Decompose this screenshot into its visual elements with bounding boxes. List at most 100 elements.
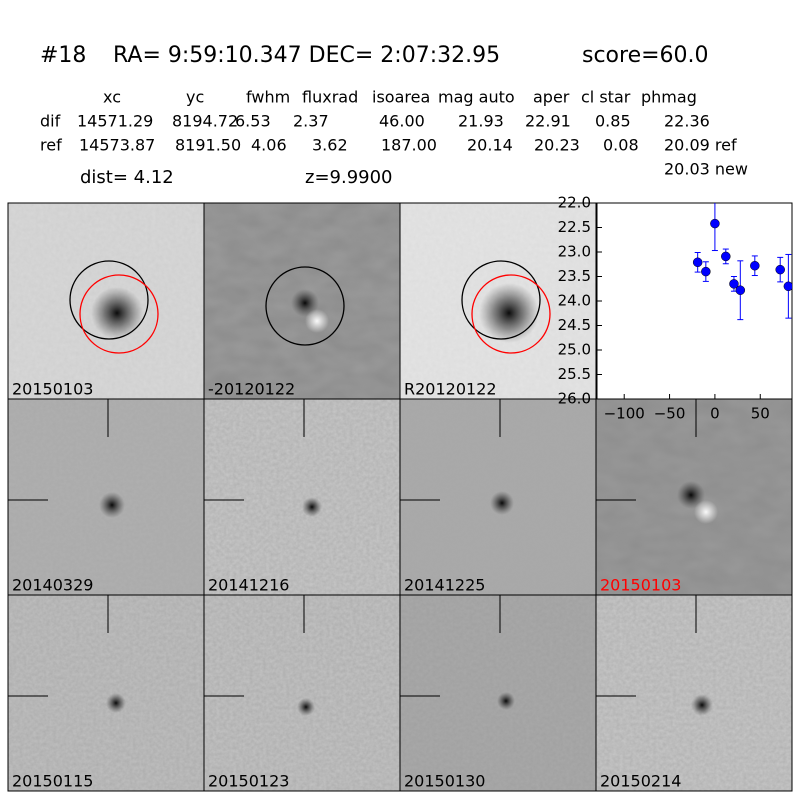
image-panel: 20150103: [7, 202, 205, 400]
score: score=60.0: [582, 43, 709, 68]
panel-label: 20140329: [12, 576, 93, 595]
image-panel: 20141216: [203, 398, 401, 596]
table-cell: 0.08: [603, 136, 639, 155]
panel-label: 20150115: [12, 772, 93, 791]
data-point: [750, 260, 760, 271]
y-tick-label: 23.5: [558, 267, 591, 285]
source-blob: [291, 289, 319, 317]
aperture-circle: [79, 274, 159, 354]
y-tick-label: 22.5: [558, 218, 591, 236]
coordinates: RA= 9:59:10.347 DEC= 2:07:32.95: [113, 43, 500, 68]
residual-blob: [305, 309, 329, 333]
data-point: [701, 266, 711, 277]
panel-label: 20141225: [404, 576, 485, 595]
table-cell: 46.00: [379, 112, 425, 131]
panel-frame: [595, 594, 793, 792]
table-cell: 14571.29: [77, 112, 153, 131]
table-cell: 6.53: [235, 112, 271, 131]
table-note: 20.03 new: [664, 160, 748, 179]
column-header: fluxrad: [302, 88, 358, 107]
redshift: z=9.9900: [305, 167, 393, 188]
image-panel: 20150115: [7, 594, 205, 792]
table-cell: dif: [40, 112, 61, 131]
x-tick-label: −100: [604, 405, 645, 423]
candidate-id: #18: [40, 43, 86, 68]
y-tick-label: 23.0: [558, 243, 591, 261]
image-panel: 20141225: [399, 398, 597, 596]
table-cell: 22.36: [664, 112, 710, 131]
data-point: [729, 279, 739, 289]
source-blob: [479, 283, 539, 343]
data-layer: [692, 203, 792, 321]
y-tick-label: 24.5: [558, 316, 591, 334]
column-header: cl star: [581, 88, 631, 107]
column-header: isoarea: [372, 88, 430, 107]
table-cell: ref: [40, 136, 62, 155]
panel-noise: [204, 595, 400, 791]
data-point: [721, 251, 731, 262]
panel-label: 20150103: [600, 576, 681, 595]
x-tick-label: 0: [710, 405, 720, 423]
image-panel: -20120122: [203, 202, 401, 400]
column-header: xc: [103, 88, 121, 107]
x-tick-label: −50: [654, 405, 686, 423]
table-cell: 21.93: [458, 112, 504, 131]
source-blob: [497, 692, 515, 710]
data-point: [735, 285, 746, 295]
panel-label: 20150103: [12, 380, 93, 399]
source-blob: [91, 287, 143, 339]
table-cell: 4.06: [251, 136, 287, 155]
data-point: [692, 257, 703, 268]
image-panel: R20120122: [399, 202, 597, 400]
column-header: phmag: [641, 88, 697, 107]
header: #18 RA= 9:59:10.347 DEC= 2:07:32.95 scor…: [40, 43, 748, 188]
x-tick-label: 50: [751, 405, 770, 423]
y-tick-label: 25.5: [558, 365, 591, 383]
table-cell: 8194.72: [172, 112, 238, 131]
source-blob: [99, 492, 125, 518]
table-cell: 8191.50: [175, 136, 241, 155]
panel-label: 20150214: [600, 772, 681, 791]
source-blob: [302, 497, 322, 517]
aperture-circle: [461, 260, 541, 340]
aperture-circle: [471, 274, 551, 354]
table-cell: 14573.87: [79, 136, 155, 155]
source-blob: [691, 694, 713, 716]
data-point: [775, 264, 785, 275]
image-panel: 20140329: [7, 398, 205, 596]
plot-background: [596, 202, 793, 400]
column-header: aper: [533, 88, 570, 107]
panel-noise: [204, 399, 400, 595]
column-header: mag auto: [438, 88, 515, 107]
distance: dist= 4.12: [80, 167, 174, 188]
table-cell: 20.23: [534, 136, 580, 155]
aperture-circle: [69, 260, 149, 340]
y-tick-label: 25.0: [558, 341, 591, 359]
y-tick-label: 26.0: [558, 390, 591, 408]
column-header: fwhm: [246, 88, 290, 107]
panel-label: R20120122: [404, 380, 497, 399]
table-cell: 20.09 ref: [664, 136, 737, 155]
y-tick-label: 22.0: [558, 194, 591, 212]
image-panel: 20150103: [595, 398, 793, 596]
image-panels: 20150103 -20120122 R20120122 20140329 201412…: [7, 202, 793, 792]
image-panel: 20150214: [595, 594, 793, 792]
source-blob: [677, 481, 705, 509]
panel-label: 20150130: [404, 772, 485, 791]
source-blob: [297, 698, 315, 716]
panel-label: -20120122: [208, 380, 295, 399]
residual-blob: [694, 500, 718, 524]
panel-noise: [596, 595, 792, 791]
data-point: [710, 218, 720, 229]
data-point: [783, 281, 792, 292]
image-panel: 20150123: [203, 594, 401, 792]
source-blob: [106, 693, 126, 713]
source-blob: [490, 491, 514, 515]
panel-noise: [400, 595, 596, 791]
table-cell: 2.37: [293, 112, 329, 131]
table-cell: 3.62: [312, 136, 348, 155]
table-cell: 22.91: [525, 112, 571, 131]
panel-label: 20150123: [208, 772, 289, 791]
panel-noise: [8, 595, 204, 791]
